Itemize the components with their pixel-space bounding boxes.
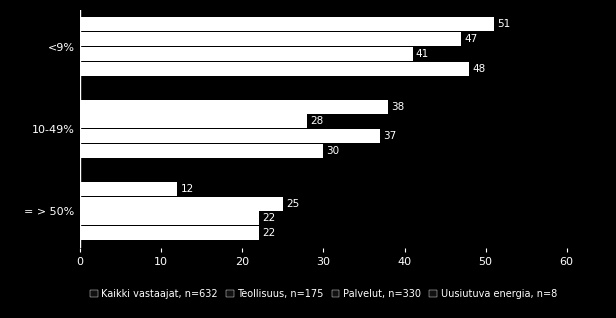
- Text: 22: 22: [262, 213, 275, 224]
- Bar: [80, 182, 177, 196]
- Bar: [80, 129, 380, 143]
- Text: 38: 38: [392, 101, 405, 112]
- Bar: [80, 226, 259, 240]
- Text: 51: 51: [497, 19, 510, 29]
- Bar: [80, 32, 461, 46]
- Text: 22: 22: [262, 228, 275, 238]
- Text: 25: 25: [286, 199, 299, 209]
- Bar: [80, 47, 413, 61]
- Bar: [80, 62, 469, 76]
- Text: 47: 47: [464, 34, 478, 44]
- Bar: [80, 114, 307, 128]
- Bar: [80, 100, 388, 114]
- Bar: [80, 17, 494, 31]
- Text: 37: 37: [383, 131, 397, 141]
- Text: 12: 12: [180, 184, 194, 194]
- Text: 41: 41: [416, 49, 429, 59]
- Text: 28: 28: [310, 116, 323, 126]
- Bar: [80, 144, 323, 158]
- Text: 48: 48: [472, 64, 486, 74]
- Legend: Kaikki vastaajat, n=632, Teollisuus, n=175, Palvelut, n=330, Uusiutuva energia, : Kaikki vastaajat, n=632, Teollisuus, n=1…: [90, 289, 557, 299]
- Bar: [80, 211, 259, 225]
- Bar: [80, 197, 283, 211]
- Text: 30: 30: [326, 146, 340, 156]
